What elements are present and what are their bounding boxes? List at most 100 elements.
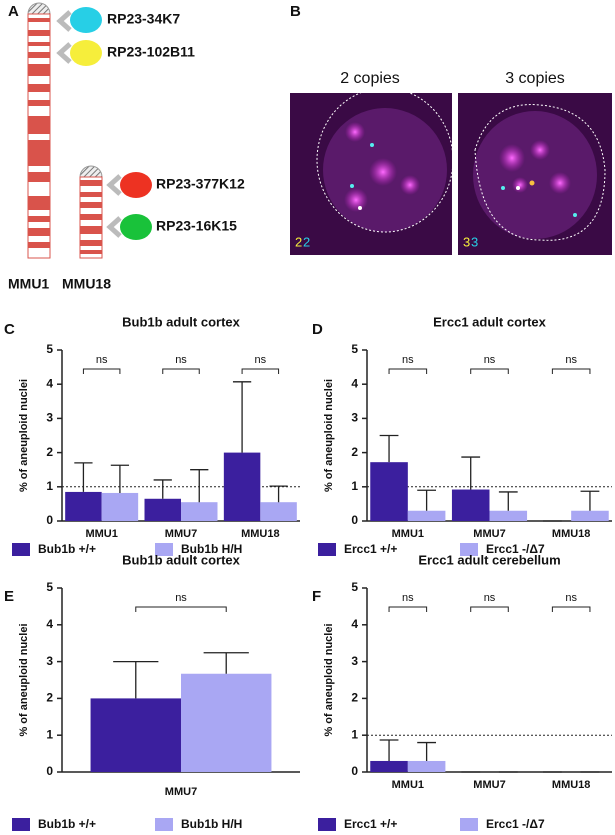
y-tick-label: 5 (46, 342, 53, 356)
y-tick-label: 3 (46, 654, 53, 668)
y-tick-label: 0 (46, 513, 53, 527)
y-tick-label: 1 (46, 479, 53, 493)
x-tick-label: MMU18 (552, 779, 591, 791)
significance-bracket (470, 368, 509, 374)
legend-swatch (318, 818, 336, 831)
error-bar (203, 652, 249, 674)
significance-bracket (162, 368, 200, 374)
significance-bracket (470, 606, 509, 612)
bar (223, 452, 261, 521)
significance-bracket (551, 606, 591, 612)
annotation: ns (175, 592, 187, 604)
y-tick-label: 0 (46, 764, 53, 778)
bar (65, 491, 102, 521)
bar (260, 502, 297, 521)
error-bar (74, 462, 93, 492)
y-axis-label: % of aneuploid nuclei (323, 379, 335, 492)
annotation: ns (402, 592, 414, 604)
y-tick-label: 1 (351, 727, 358, 741)
x-tick-label: MMU7 (473, 779, 505, 791)
error-bar (110, 464, 130, 493)
error-bar (232, 381, 252, 453)
chart-title: Ercc1 adult cerebellum (418, 552, 560, 567)
y-tick-label: 4 (351, 617, 358, 631)
image-title: 2 copies (340, 70, 400, 87)
error-bar (580, 490, 600, 511)
legend-swatch (460, 543, 478, 556)
annotation: ns (565, 592, 577, 604)
error-bar (498, 491, 518, 511)
legend-swatch (155, 543, 173, 556)
y-tick-label: 3 (351, 654, 358, 668)
bar (101, 492, 139, 521)
bar (181, 502, 218, 521)
legend-label: Bub1b H/H (181, 817, 242, 831)
y-tick-label: 2 (351, 445, 358, 459)
chromosome-label: MMU1 (8, 276, 49, 292)
significance-bracket (388, 368, 428, 374)
error-bar (417, 489, 437, 511)
x-tick-label: MMU7 (473, 528, 505, 540)
x-tick-label: MMU18 (552, 528, 591, 540)
legend-swatch (318, 543, 336, 556)
annotation: ns (484, 354, 496, 366)
legend-label: Ercc1 -/Δ7 (486, 542, 545, 556)
annotation: ns (175, 354, 187, 366)
significance-bracket (241, 368, 280, 374)
count-label: 3 (463, 234, 470, 249)
bar (370, 462, 408, 521)
probe-label: RP23-377K12 (156, 176, 245, 192)
significance-bracket (82, 368, 121, 374)
y-tick-label: 3 (351, 411, 358, 425)
chromosome-mmu1 (27, 2, 51, 259)
legend-label: Bub1b H/H (181, 542, 242, 556)
y-tick-label: 5 (46, 580, 53, 594)
y-tick-label: 1 (46, 727, 53, 741)
significance-bracket (388, 606, 428, 612)
bar (571, 510, 609, 521)
y-axis-label: % of aneuploid nuclei (323, 623, 335, 736)
microscopy-image (290, 87, 454, 255)
y-tick-label: 0 (351, 764, 358, 778)
bar (181, 673, 272, 772)
error-bar (417, 741, 437, 761)
annotation: ns (96, 354, 108, 366)
y-tick-label: 1 (351, 479, 358, 493)
y-tick-label: 2 (46, 691, 53, 705)
y-axis-label: % of aneuploid nuclei (18, 379, 30, 492)
error-bar (379, 434, 399, 463)
y-tick-label: 2 (46, 445, 53, 459)
annotation: ns (255, 354, 267, 366)
bar (370, 760, 408, 772)
probe-icons (56, 7, 152, 240)
y-axis-label: % of aneuploid nuclei (18, 623, 30, 736)
chart-title: Ercc1 adult cortex (433, 314, 546, 329)
x-tick-label: MMU1 (392, 779, 424, 791)
chart-title: Bub1b adult cortex (122, 552, 241, 567)
x-tick-label: MMU7 (165, 528, 197, 540)
legend-label: Bub1b +/+ (38, 542, 96, 556)
bar (407, 510, 446, 521)
legend-label: Ercc1 -/Δ7 (486, 817, 545, 831)
annotation: ns (565, 354, 577, 366)
error-bar (113, 660, 159, 699)
panel-label: C (4, 321, 15, 338)
panel-label: F (312, 588, 321, 605)
legend-swatch (12, 543, 30, 556)
error-bar (153, 479, 172, 499)
y-tick-label: 3 (46, 411, 53, 425)
bar (90, 698, 181, 772)
chromosome-label: MMU18 (62, 276, 111, 292)
legend-swatch (460, 818, 478, 831)
y-tick-label: 4 (46, 376, 53, 390)
y-tick-label: 5 (351, 580, 358, 594)
annotation: ns (484, 592, 496, 604)
x-tick-label: MMU1 (392, 528, 424, 540)
probe-label: RP23-102B11 (107, 44, 195, 60)
y-tick-label: 0 (351, 513, 358, 527)
y-tick-label: 5 (351, 342, 358, 356)
legend-label: Ercc1 +/+ (344, 817, 397, 831)
bar (451, 489, 490, 521)
